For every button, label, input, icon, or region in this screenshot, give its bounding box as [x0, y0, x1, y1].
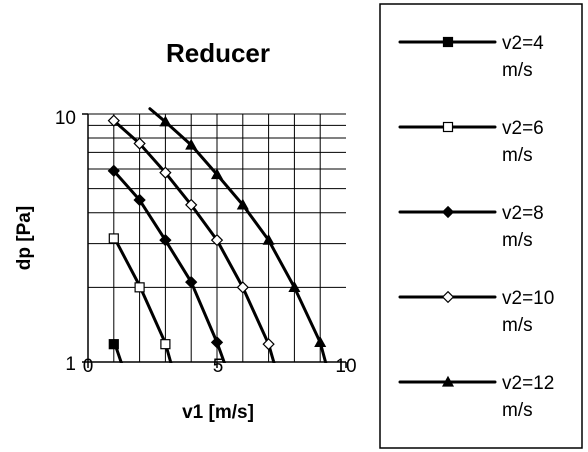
series-line: [112, 119, 276, 363]
data-point: [134, 282, 145, 293]
data-point: [108, 339, 119, 350]
series-4: [107, 114, 276, 363]
legend-label: m/s: [502, 400, 533, 421]
data-point: [262, 233, 275, 245]
plot-axes: [82, 113, 347, 368]
legend-label: v2=6: [502, 118, 544, 139]
data-point: [288, 281, 301, 292]
series-3: [107, 164, 227, 363]
legend-marker: [441, 290, 455, 304]
data-point: [160, 339, 171, 350]
data-point: [314, 336, 327, 347]
data-point: [159, 233, 172, 247]
data-point: [107, 114, 120, 127]
series-line: [112, 169, 227, 363]
series-2: [108, 233, 173, 363]
legend-label: v2=10: [502, 288, 554, 309]
chart-title: Reducer: [166, 38, 270, 68]
legend-label: v2=8: [502, 203, 544, 224]
legend-label: m/s: [502, 145, 533, 166]
x-tick-label-10: 10: [335, 356, 356, 377]
data-point: [159, 166, 172, 179]
data-point: [262, 338, 275, 351]
plot-grid: [87, 113, 346, 362]
x-tick-label-5: 5: [213, 356, 224, 377]
legend-label: m/s: [502, 60, 533, 81]
data-point: [210, 168, 224, 180]
legend-item-1: v2=4 m/s: [398, 33, 544, 81]
legend-marker: [441, 375, 455, 387]
data-point: [108, 233, 119, 244]
y-axis-label: dp [Pa]: [14, 206, 35, 270]
data-point: [133, 193, 146, 207]
x-axis-label: v1 [m/s]: [182, 402, 254, 423]
data-point: [185, 275, 198, 289]
data-point: [236, 198, 249, 210]
data-point: [159, 115, 172, 127]
legend-item-2: v2=6 m/s: [398, 118, 544, 166]
series-5: [148, 107, 328, 363]
legend-marker: [442, 121, 454, 133]
legend-item-3: v2=8 m/s: [398, 203, 544, 251]
legend-marker: [442, 36, 454, 48]
series-line: [148, 107, 328, 363]
data-point: [107, 164, 120, 177]
legend-item-5: v2=12 m/s: [398, 373, 554, 421]
legend-label: m/s: [502, 315, 533, 336]
data-point: [185, 138, 198, 150]
data-point: [236, 281, 249, 294]
y-tick-label-1: 1: [65, 354, 76, 375]
data-point: [210, 336, 224, 349]
y-tick-label-10: 10: [55, 108, 76, 129]
legend: v2=4 m/s v2=6 m/s v2=8 m/s v2=10 m/s v2=12 m/s: [379, 3, 583, 449]
series-1: [108, 339, 123, 363]
x-tick-label-0: 0: [83, 356, 94, 377]
legend-marker: [441, 205, 455, 219]
legend-label: v2=12: [502, 373, 554, 394]
data-point: [210, 233, 224, 247]
series-line: [112, 235, 173, 363]
legend-label: v2=4: [502, 33, 544, 54]
legend-item-4: v2=10 m/s: [398, 288, 554, 336]
legend-box: [379, 3, 583, 449]
data-point: [185, 198, 198, 212]
legend-label: m/s: [502, 230, 533, 251]
plot-series: [107, 107, 328, 363]
data-point: [133, 137, 146, 150]
